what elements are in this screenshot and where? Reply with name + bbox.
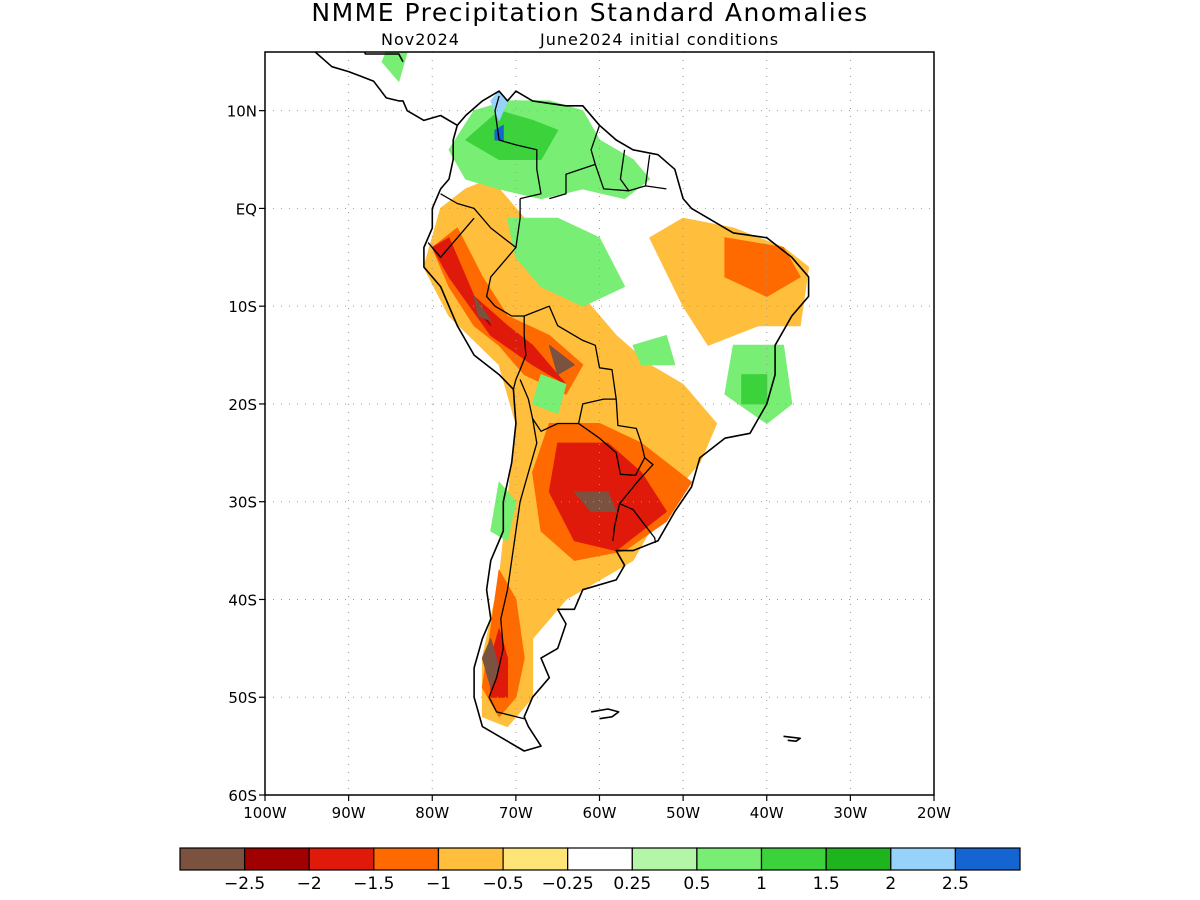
colorbar-label: −0.25 [542, 874, 594, 894]
colorbar-swatch [954, 847, 1021, 871]
lon-tick-label: 80W [415, 804, 449, 822]
lat-tick-label: 60S [228, 787, 257, 805]
map-title: NMME Precipitation Standard Anomalies [311, 0, 869, 27]
lat-tick-label: 50S [228, 689, 257, 707]
colorbar-labels: −2.5 −2 −1.5 −1 −0.5 −0.25 0.25 0.5 1 1.5 2 2.5 [224, 874, 969, 894]
anomaly-region-26 [374, 32, 391, 42]
colorbar-swatch [825, 847, 892, 871]
border-colombia-south [440, 193, 521, 249]
anomaly-region-24 [381, 52, 408, 82]
anomaly-region-23 [532, 374, 567, 415]
colorbar-label: 0.25 [613, 874, 651, 894]
border-bolivia-south [519, 379, 617, 432]
initial-conditions: June2024 initial conditions [540, 30, 780, 49]
border-argentina-brazil [619, 457, 654, 505]
border-colombia-venezuela [494, 95, 542, 200]
anomaly-region-25 [365, 32, 390, 42]
lon-tick-label: 30W [833, 804, 867, 822]
lon-tick-label: 90W [332, 804, 366, 822]
lat-tick-label: 30S [228, 494, 257, 512]
coastline-south-america [423, 90, 810, 752]
anomaly-region-21 [632, 335, 676, 366]
colorbar-label: −2.5 [224, 874, 265, 894]
coastlines [314, 52, 810, 752]
colorbar-label: 2.5 [942, 874, 969, 894]
anomaly-region-12 [573, 491, 617, 512]
colorbar-swatch [373, 847, 439, 871]
border-venezuela-guyana [549, 125, 601, 200]
colorbar-label: −1.5 [353, 874, 394, 894]
colorbar-label: 2 [885, 874, 896, 894]
colorbar-label: −0.5 [482, 874, 523, 894]
colorbar-swatch [760, 847, 827, 871]
coastline-falklands [590, 708, 620, 720]
coastline-central-america [314, 52, 458, 126]
lat-tick-label: EQ [236, 200, 257, 218]
colorbar [179, 847, 1021, 871]
anomaly-region-11 [548, 344, 575, 376]
lon-tick-label: 20W [917, 804, 951, 822]
longitude-axis: 100W 90W 80W 70W 60W 50W 40W 30W 20W [243, 795, 951, 822]
border-uruguay-river [612, 503, 621, 541]
border-ecuador-peru [427, 217, 475, 258]
colorbar-swatch [696, 847, 763, 871]
colorbar-swatch [244, 847, 310, 871]
anomaly-region-13 [481, 638, 500, 688]
lon-tick-label: 100W [243, 804, 287, 822]
country-borders [427, 95, 667, 720]
anomaly-shading [365, 32, 810, 728]
lon-tick-label: 70W [499, 804, 533, 822]
border-chile-argentina [488, 418, 538, 720]
coastline-central-america-north [363, 52, 404, 63]
lon-tick-label: 50W [666, 804, 700, 822]
anomaly-region-2 [431, 227, 584, 395]
border-bolivia-brazil [523, 305, 617, 400]
anomaly-region-10 [473, 295, 492, 322]
anomaly-region-18 [507, 217, 626, 307]
border-peru-bolivia [512, 316, 527, 390]
colorbar-swatch [890, 847, 956, 871]
coastline-south-georgia [783, 735, 802, 743]
colorbar-label: 1 [756, 874, 767, 894]
colorbar-label: −2 [297, 874, 322, 894]
colorbar-swatch [179, 847, 246, 871]
lat-tick-label: 40S [228, 591, 257, 609]
colorbar-swatch [631, 847, 698, 871]
colorbar-swatch [567, 847, 633, 871]
colorbar-label: −1 [426, 874, 451, 894]
border-paraguay [578, 399, 646, 476]
anomaly-region-5 [724, 237, 801, 297]
border-peru-brazil [485, 247, 525, 317]
border-french-guiana [644, 154, 651, 186]
anomaly-region-6 [431, 237, 567, 385]
colorbar-swatch [502, 847, 569, 871]
lon-tick-label: 40W [750, 804, 784, 822]
colorbar-label: 1.5 [813, 874, 840, 894]
anomaly-region-20 [741, 374, 768, 405]
colorbar-label: 0.5 [683, 874, 710, 894]
border-uruguay [619, 503, 657, 543]
lat-tick-label: 10N [227, 103, 257, 121]
lon-tick-label: 60W [583, 804, 617, 822]
lat-tick-label: 20S [228, 396, 257, 414]
lat-tick-label: 10S [228, 298, 257, 316]
colorbar-swatch [437, 847, 504, 871]
border-suriname-borders [619, 149, 630, 192]
latitude-axis: 10N EQ 10S 20S 30S 40S 50S 60S [227, 103, 265, 805]
forecast-month: Nov2024 [381, 30, 460, 49]
colorbar-swatch [308, 847, 375, 871]
